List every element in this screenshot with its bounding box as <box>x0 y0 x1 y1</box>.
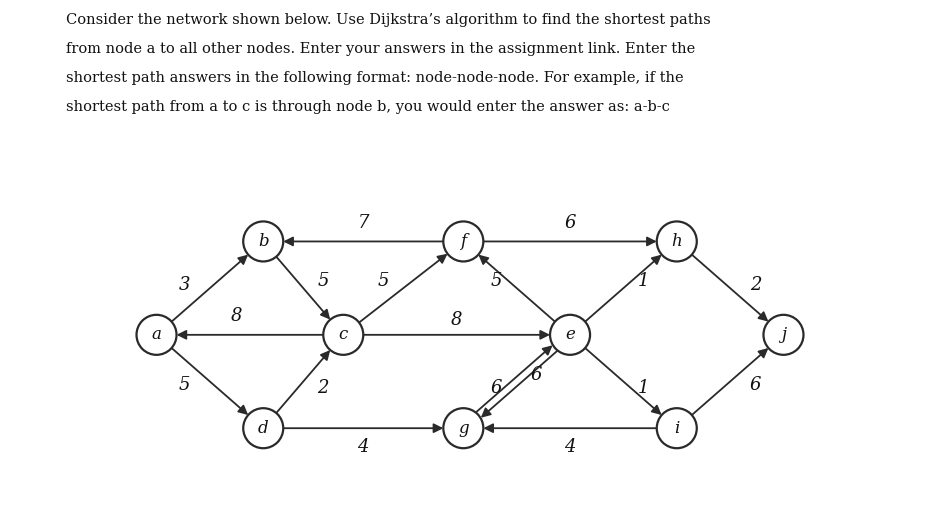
Text: c: c <box>338 326 348 343</box>
Text: shortest path answers in the following format: node-node-node. For example, if t: shortest path answers in the following f… <box>66 71 683 85</box>
Text: e: e <box>565 326 575 343</box>
Text: a: a <box>151 326 162 343</box>
Text: 1: 1 <box>637 273 650 290</box>
Text: 4: 4 <box>357 438 369 456</box>
Text: 5: 5 <box>491 273 502 290</box>
Text: g: g <box>458 420 469 437</box>
Text: 6: 6 <box>750 376 761 394</box>
Text: 5: 5 <box>179 376 190 394</box>
Text: d: d <box>258 420 269 437</box>
Circle shape <box>323 315 363 355</box>
Text: 6: 6 <box>531 366 542 384</box>
Text: 4: 4 <box>564 438 576 456</box>
Text: 6: 6 <box>491 379 502 397</box>
Text: j: j <box>781 326 786 343</box>
Circle shape <box>550 315 590 355</box>
Circle shape <box>243 221 283 262</box>
Circle shape <box>136 315 177 355</box>
Text: b: b <box>258 233 269 250</box>
Text: 2: 2 <box>750 276 761 294</box>
Text: 3: 3 <box>179 276 190 294</box>
Text: 7: 7 <box>357 214 369 232</box>
Circle shape <box>444 221 483 262</box>
Text: 5: 5 <box>378 273 389 290</box>
Text: Consider the network shown below. Use Dijkstra’s algorithm to find the shortest : Consider the network shown below. Use Di… <box>66 13 711 27</box>
Circle shape <box>444 408 483 448</box>
Text: 2: 2 <box>318 379 329 397</box>
Text: 5: 5 <box>318 273 329 290</box>
Text: from node a to all other nodes. Enter your answers in the assignment link. Enter: from node a to all other nodes. Enter yo… <box>66 42 695 56</box>
Text: 1: 1 <box>637 379 650 397</box>
Text: 8: 8 <box>231 307 243 325</box>
Circle shape <box>763 315 804 355</box>
Text: i: i <box>674 420 680 437</box>
Text: h: h <box>671 233 682 250</box>
Circle shape <box>657 408 697 448</box>
Text: f: f <box>461 233 466 250</box>
Text: shortest path from a to c is through node b, you would enter the answer as: a-b-: shortest path from a to c is through nod… <box>66 100 669 115</box>
Text: 8: 8 <box>451 311 462 329</box>
Circle shape <box>657 221 697 262</box>
Circle shape <box>243 408 283 448</box>
Text: 6: 6 <box>564 214 576 232</box>
